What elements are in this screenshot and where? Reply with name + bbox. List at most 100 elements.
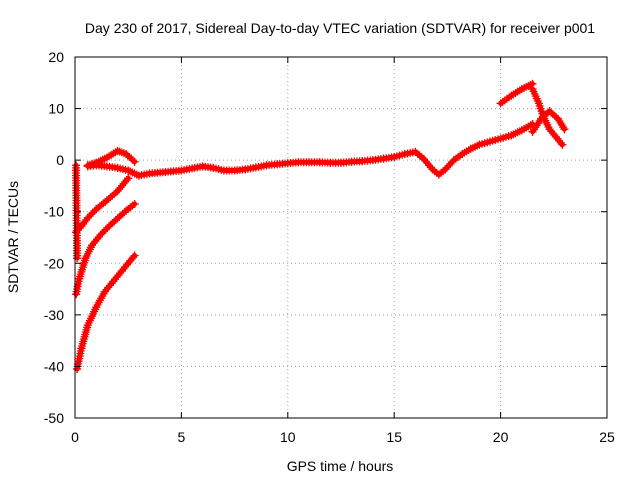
data-point-main-trace-3 xyxy=(113,163,122,172)
data-point-main-trace-34 xyxy=(434,170,443,179)
y-axis-label: SDTVAR / TECUs xyxy=(5,181,21,293)
data-point-late-upper-branch-0 xyxy=(496,99,505,108)
data-point-main-trace-11 xyxy=(198,162,207,171)
data-point-main-trace-32 xyxy=(419,155,428,164)
chart-title: Day 230 of 2017, Sidereal Day-to-day VTE… xyxy=(85,20,595,36)
series-late-upper-branch xyxy=(496,79,537,108)
data-point-descending-branch-2-4 xyxy=(96,230,105,239)
data-point-descending-branch-3-1 xyxy=(77,344,86,353)
x-tick-label-3: 15 xyxy=(386,429,402,445)
data-point-main-trace-17 xyxy=(262,161,271,170)
data-point-main-trace-43 xyxy=(517,126,526,135)
data-point-main-trace-35 xyxy=(441,165,450,174)
y-tick-label-3: -20 xyxy=(44,255,64,271)
marker-descending-branch-2 xyxy=(101,225,110,234)
marker-descending-branch-3 xyxy=(105,281,114,290)
data-point-main-trace-36 xyxy=(449,156,458,165)
y-tick-label-0: -50 xyxy=(44,410,64,426)
marker-descending-branch-1 xyxy=(80,218,89,227)
x-axis-label: GPS time / hours xyxy=(287,458,394,474)
marker-descending-branch-1 xyxy=(78,220,87,229)
data-point-late-upper-branch-2 xyxy=(517,84,526,93)
marker-descending-branch-1 xyxy=(111,188,120,197)
data-point-upper-branch-4 xyxy=(122,149,131,158)
marker-late-drop xyxy=(556,138,565,147)
marker-descending-branch-2 xyxy=(99,227,108,236)
series-upper-branch xyxy=(83,146,139,170)
plot-frame xyxy=(74,56,608,419)
marker-descending-branch-3 xyxy=(107,279,116,288)
data-point-main-trace-37 xyxy=(458,149,467,158)
data-point-descending-branch-2-1 xyxy=(75,274,84,283)
grid xyxy=(75,57,607,418)
data-point-main-trace-26 xyxy=(358,157,367,166)
data-point-descending-branch-1-5 xyxy=(113,187,122,196)
data-point-descending-branch-1-4 xyxy=(102,196,111,205)
data-point-late-crossing-2 xyxy=(545,107,554,116)
data-point-late-crossing-3 xyxy=(554,114,563,123)
marker-descending-branch-1 xyxy=(85,212,94,221)
marker-main-trace xyxy=(421,157,430,166)
data-point-main-trace-18 xyxy=(273,160,282,169)
data-point-main-trace-10 xyxy=(188,164,197,173)
data-point-descending-branch-3-5 xyxy=(109,277,118,286)
data-point-late-drop-4 xyxy=(551,132,560,141)
data-point-main-trace-23 xyxy=(326,158,335,167)
data-point-late-drop-0 xyxy=(528,84,537,93)
data-point-main-trace-40 xyxy=(485,137,494,146)
data-point-main-trace-12 xyxy=(209,163,218,172)
data-point-main-trace-33 xyxy=(428,165,437,174)
series-early-points xyxy=(72,161,82,263)
marker-upper-branch xyxy=(128,156,137,165)
marker-descending-branch-3 xyxy=(112,273,121,282)
marker-descending-branch-2 xyxy=(103,223,112,232)
series-descending-branch-3 xyxy=(73,251,139,374)
data-point-descending-branch-1-6 xyxy=(124,174,133,183)
marker-descending-branch-3 xyxy=(111,275,120,284)
marker-main-trace xyxy=(423,159,432,168)
data-point-late-drop-3 xyxy=(545,125,554,134)
data-point-main-trace-16 xyxy=(251,163,260,172)
y-tick-label-6: 10 xyxy=(48,101,64,117)
x-tick-label-0: 0 xyxy=(71,429,79,445)
data-point-descending-branch-3-7 xyxy=(126,256,135,265)
data-point-main-trace-29 xyxy=(390,153,399,162)
data-point-main-trace-42 xyxy=(507,131,516,140)
marker-descending-branch-1 xyxy=(82,215,91,224)
data-point-late-upper-branch-1 xyxy=(507,91,516,100)
marker-descending-branch-3 xyxy=(122,260,131,269)
data-point-descending-branch-2-7 xyxy=(122,206,131,215)
data-point-upper-branch-0 xyxy=(83,161,92,170)
marker-late-crossing xyxy=(557,121,566,130)
data-point-main-trace-39 xyxy=(475,140,484,149)
data-point-main-trace-15 xyxy=(241,165,250,174)
data-point-descending-branch-2-6 xyxy=(113,214,122,223)
marker-main-trace xyxy=(426,163,435,172)
x-tick-label-2: 10 xyxy=(280,429,296,445)
data-point-main-trace-7 xyxy=(156,168,165,177)
marker-descending-branch-2 xyxy=(98,229,107,238)
data-point-main-trace-2 xyxy=(102,162,111,171)
series-descending-branch-2 xyxy=(72,199,139,299)
data-point-main-trace-30 xyxy=(400,149,409,158)
data-point-descending-branch-2-8 xyxy=(130,199,139,208)
marker-late-crossing xyxy=(555,116,564,125)
y-tick-label-5: 0 xyxy=(56,152,64,168)
data-point-main-trace-41 xyxy=(496,134,505,143)
marker-descending-branch-1 xyxy=(88,208,97,217)
marker-main-trace xyxy=(444,161,453,170)
marker-descending-branch-1 xyxy=(122,176,131,185)
data-point-descending-branch-3-4 xyxy=(100,287,109,296)
data-point-main-trace-14 xyxy=(230,166,239,175)
data-point-main-trace-20 xyxy=(294,158,303,167)
data-point-early-points-2 xyxy=(73,254,82,263)
marker-descending-branch-2 xyxy=(91,237,100,246)
marker-descending-branch-3 xyxy=(114,271,123,280)
data-point-main-trace-22 xyxy=(315,158,324,167)
data-point-main-trace-13 xyxy=(219,166,228,175)
data-point-late-crossing-0 xyxy=(528,127,537,136)
data-point-descending-branch-2-3 xyxy=(88,241,97,250)
series-late-crossing xyxy=(528,107,569,136)
y-tick-label-2: -30 xyxy=(44,307,64,323)
marker-descending-branch-3 xyxy=(116,269,125,278)
